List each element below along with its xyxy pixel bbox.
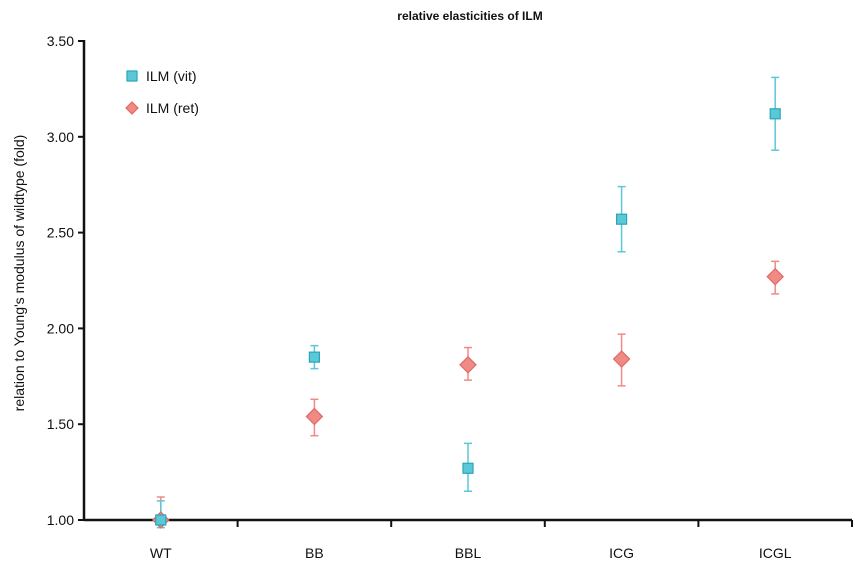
legend-label: ILM (vit) bbox=[146, 68, 197, 84]
data-points bbox=[151, 108, 785, 529]
legend: ILM (vit) ILM (ret) bbox=[125, 68, 199, 116]
x-tick-label: ICGL bbox=[759, 545, 792, 561]
x-tick-label: ICG bbox=[609, 545, 634, 561]
point-vit-BB bbox=[308, 351, 320, 363]
legend-marker-diamond bbox=[125, 101, 139, 115]
y-tick-label: 3.50 bbox=[47, 33, 74, 49]
point-vit-BBL bbox=[462, 462, 474, 474]
legend-marker-square bbox=[126, 70, 138, 82]
x-tick-label: WT bbox=[150, 545, 172, 561]
y-tick-label: 1.50 bbox=[47, 416, 74, 432]
point-vit-WT bbox=[155, 514, 167, 526]
y-tick-label: 3.00 bbox=[47, 129, 74, 145]
y-tick-label: 2.00 bbox=[47, 320, 74, 336]
point-ret-BB bbox=[305, 407, 324, 426]
x-tick-label: BB bbox=[305, 545, 324, 561]
error-bars bbox=[156, 76, 780, 529]
x-tick-label: BBL bbox=[455, 545, 482, 561]
point-ret-ICG bbox=[612, 350, 631, 368]
axes: 1.00 1.50 2.00 2.50 3.00 3.50 WT BB BBL ICG ICGL bbox=[47, 33, 853, 561]
y-tick-label: 1.00 bbox=[47, 512, 74, 528]
point-vit-ICGL bbox=[769, 108, 781, 120]
point-ret-BBL bbox=[459, 355, 477, 374]
point-vit-ICG bbox=[615, 213, 628, 225]
y-axis-label: relation to Young's modulus of wildtype … bbox=[11, 135, 27, 412]
legend-label: ILM (ret) bbox=[146, 100, 199, 116]
chart-title: relative elasticities of ILM bbox=[397, 9, 542, 23]
point-ret-ICGL bbox=[766, 267, 785, 286]
y-tick-label: 2.50 bbox=[47, 225, 74, 241]
